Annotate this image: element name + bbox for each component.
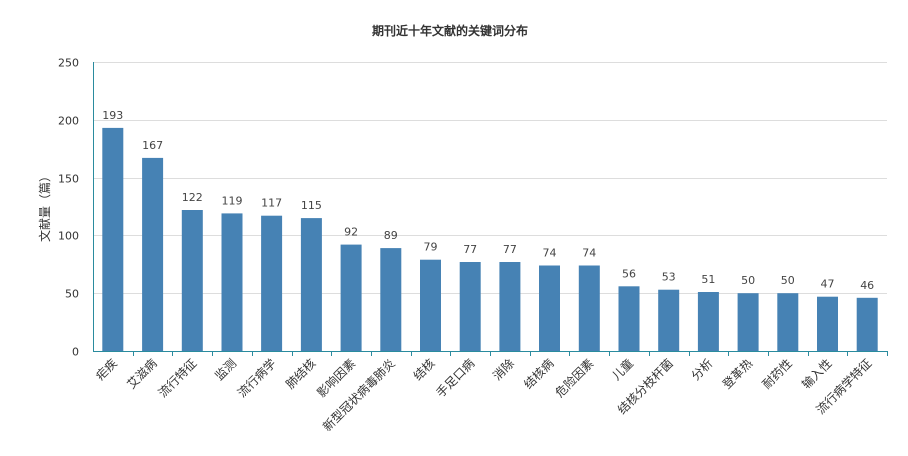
bar[interactable] bbox=[499, 262, 521, 351]
bar[interactable] bbox=[380, 248, 402, 351]
data-label: 50 bbox=[741, 274, 755, 287]
data-label: 46 bbox=[860, 279, 874, 292]
bar[interactable] bbox=[261, 215, 283, 351]
data-label: 117 bbox=[261, 197, 282, 210]
bar[interactable] bbox=[420, 259, 441, 351]
y-tick-label: 250 bbox=[58, 57, 79, 70]
bar[interactable] bbox=[856, 297, 878, 351]
bar[interactable] bbox=[102, 127, 124, 352]
axes bbox=[93, 62, 888, 356]
data-label: 74 bbox=[582, 247, 596, 260]
x-tick-label: 肺结核 bbox=[283, 356, 318, 391]
bars bbox=[102, 127, 878, 352]
bar[interactable] bbox=[817, 296, 838, 351]
bar[interactable] bbox=[737, 293, 759, 351]
x-tick-label: 手足口病 bbox=[433, 356, 478, 401]
data-label: 89 bbox=[384, 229, 398, 242]
data-label: 56 bbox=[622, 267, 636, 280]
bar[interactable] bbox=[578, 265, 600, 352]
data-label: 122 bbox=[182, 191, 203, 204]
data-label: 53 bbox=[662, 271, 676, 284]
bar[interactable] bbox=[340, 244, 362, 351]
x-tick-label: 耐药性 bbox=[760, 356, 795, 391]
bar[interactable] bbox=[221, 213, 243, 351]
x-tick-label: 艾滋病 bbox=[124, 356, 160, 392]
data-label: 193 bbox=[102, 109, 123, 122]
data-label: 51 bbox=[701, 273, 715, 286]
x-tick-label: 儿童 bbox=[609, 356, 637, 384]
x-tick-label: 流行病学 bbox=[234, 356, 279, 401]
bar[interactable] bbox=[459, 262, 481, 351]
bar[interactable] bbox=[181, 210, 203, 351]
y-axis-label: 文献量（篇） bbox=[37, 170, 52, 242]
bar[interactable] bbox=[777, 293, 799, 351]
y-tick-label: 100 bbox=[58, 230, 79, 243]
data-labels: 193 167 122 119 117 115 92 89 79 77 77 74 74 56 53 51 50… bbox=[102, 109, 874, 292]
data-label: 47 bbox=[821, 278, 835, 291]
x-tick-label: 分析 bbox=[689, 356, 716, 383]
bar[interactable] bbox=[658, 289, 680, 351]
data-label: 167 bbox=[142, 139, 163, 152]
x-tick-label: 结核病 bbox=[521, 356, 557, 392]
bar[interactable] bbox=[300, 218, 322, 351]
y-tick-label: 0 bbox=[72, 346, 79, 359]
x-tick-label: 疟疾 bbox=[92, 356, 120, 384]
gridlines bbox=[93, 62, 887, 294]
data-label: 119 bbox=[222, 194, 243, 207]
y-tick-label: 50 bbox=[65, 288, 79, 301]
x-tick-label: 监测 bbox=[212, 356, 239, 383]
x-tick-label: 新型冠状病毒肺炎 bbox=[319, 356, 397, 434]
data-label: 74 bbox=[543, 247, 557, 260]
y-tick-labels: 0 50 100 150 200 250 bbox=[58, 57, 79, 359]
bar[interactable] bbox=[697, 292, 719, 351]
data-label: 79 bbox=[424, 241, 438, 254]
chart-title: 期刊近十年文献的关键词分布 bbox=[372, 23, 528, 38]
x-tick-label: 消除 bbox=[489, 356, 517, 384]
data-label: 77 bbox=[463, 243, 477, 256]
x-tick-label: 登革热 bbox=[719, 356, 755, 392]
x-tick-label: 危险因素 bbox=[552, 356, 597, 401]
bar[interactable] bbox=[539, 265, 560, 352]
data-label: 115 bbox=[301, 199, 322, 212]
x-tick-label: 流行特征 bbox=[155, 356, 200, 401]
bar[interactable] bbox=[618, 286, 640, 351]
x-tick-label: 输入性 bbox=[799, 356, 835, 392]
data-label: 50 bbox=[781, 274, 795, 287]
x-tick-label: 结核 bbox=[411, 356, 438, 383]
y-tick-label: 150 bbox=[58, 173, 79, 186]
bar[interactable] bbox=[142, 157, 164, 351]
y-tick-label: 200 bbox=[58, 115, 79, 128]
data-label: 92 bbox=[344, 226, 358, 239]
data-label: 77 bbox=[503, 243, 517, 256]
